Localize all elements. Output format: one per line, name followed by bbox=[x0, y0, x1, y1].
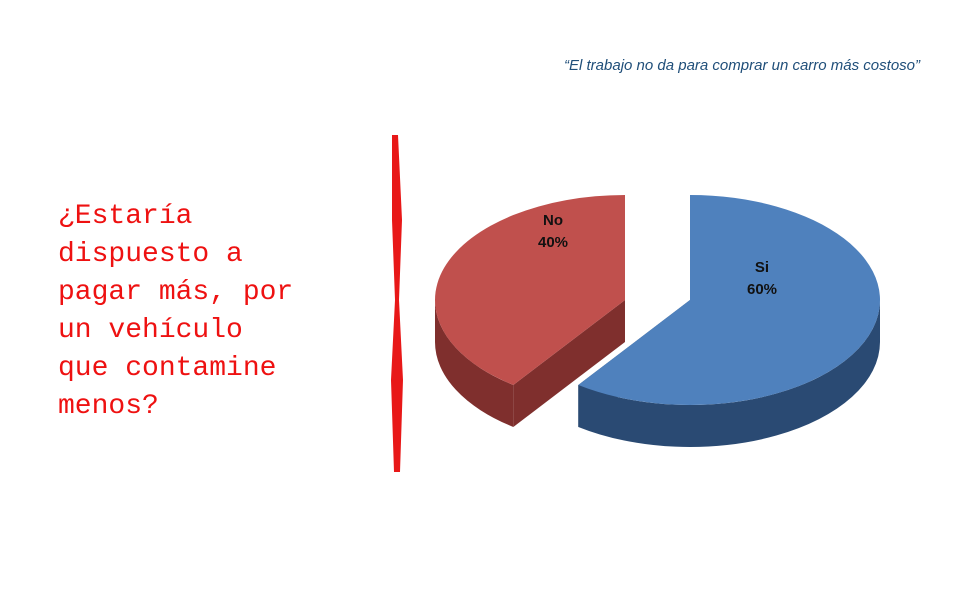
chart-quote: “El trabajo no da para comprar un carro … bbox=[564, 57, 920, 74]
slice-no-value-label: 40% bbox=[538, 234, 568, 251]
slice-si-category-label: Si bbox=[755, 259, 769, 276]
slice-no-category-label: No bbox=[543, 212, 563, 229]
slice-si-value-label: 60% bbox=[747, 281, 777, 298]
slice-no bbox=[435, 195, 625, 427]
slice-si bbox=[578, 195, 881, 447]
slice-no-top bbox=[435, 195, 625, 385]
red-divider-stroke bbox=[391, 135, 403, 472]
slice-si-side bbox=[578, 300, 880, 447]
slice-no-side bbox=[435, 300, 514, 427]
slice-si-top bbox=[578, 195, 881, 406]
slice-no-cut bbox=[513, 300, 625, 427]
survey-question: ¿Estaría dispuesto a pagar más, por un v… bbox=[58, 201, 294, 422]
